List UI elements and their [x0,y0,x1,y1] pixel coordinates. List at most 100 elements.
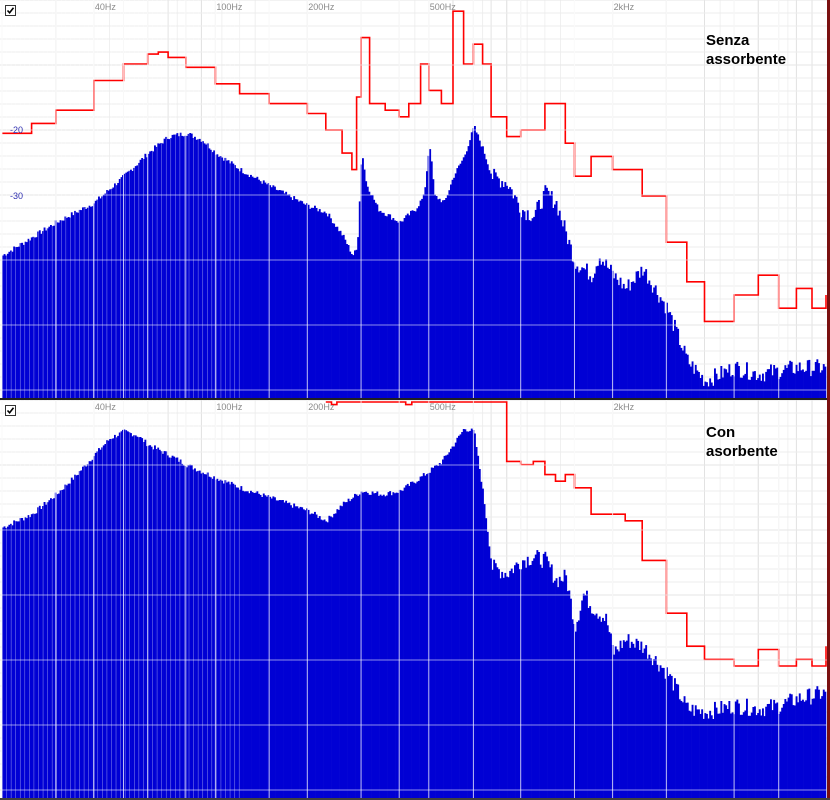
spectrum-bin [693,373,696,398]
spectrum-bin [413,211,416,398]
spectrum-bin [570,598,572,800]
spectrum-bin [238,171,241,398]
spectrum-bin [602,261,604,398]
series-spectrum [2,428,827,800]
spectrum-bin [710,715,713,800]
spectrum-bin [477,455,480,800]
spectrum-bin [442,200,444,398]
spectrum-bin [589,606,592,800]
spectrum-bin [597,265,600,398]
spectrum-bin [381,495,384,800]
spectrum-bin [269,496,272,800]
spectrum-bin [514,195,516,398]
spectrum-bin [491,179,494,398]
spectrum-bin [315,208,318,398]
annotation-line: asorbente [706,443,778,460]
spectrum-bin [707,386,710,398]
spectrum-bin [91,459,94,800]
spectrum-bin [450,184,452,398]
spectrum-bin [517,563,520,800]
spectrum-bin [341,506,344,800]
spectrum-bin [22,244,25,398]
series-spectrum [2,126,827,398]
spectrum-bin [3,254,6,398]
spectrum-bin [34,513,36,800]
spectrum-bin [114,434,116,800]
spectrum-bin [264,182,267,398]
spectrum-bin [622,640,625,800]
spectrum-bin [429,149,432,398]
spectrum-bin [789,693,792,800]
spectrum-bin [576,621,579,800]
spectrum-bin [746,698,748,800]
spectrum-bin [493,559,496,800]
spectrum-bin [19,518,22,800]
spectrum-bin [614,273,617,398]
spectrum-bin [128,170,131,398]
spectrum-bin [622,283,625,398]
spectrum-bin [674,678,676,800]
spectrum-bin [211,478,214,800]
spectrum-bin [88,205,91,398]
spectrum-bin [434,465,436,800]
spectrum-bin [267,183,270,398]
spectrum-bin [627,279,630,398]
spectrum-bin [720,366,723,398]
spectrum-bin [227,481,230,800]
panel-checkbox-top[interactable] [5,5,16,16]
spectrum-bin [198,138,201,398]
spectrum-bin [610,264,612,398]
spectrum-bin [400,221,403,398]
spectrum-bin [522,210,524,398]
spectrum-bin [174,134,177,398]
spectrum-bin [621,288,624,398]
spectrum-bin [98,196,100,398]
spectrum-bin [582,268,585,398]
spectrum-bin [706,713,708,800]
spectrum-bin [114,183,116,398]
panel-checkbox-bottom[interactable] [5,405,16,416]
spectrum-bin [454,173,457,398]
spectrum-bin [298,508,300,800]
spectrum-bin [731,712,734,800]
spectrum-bin [413,482,416,800]
spectrum-bin [187,133,190,398]
spectrum-bin [118,432,121,800]
spectrum-bin [469,430,472,800]
spectrum-bin [334,226,337,398]
spectrum-bin [747,715,750,800]
spectrum-bin [202,141,204,398]
spectrum-bin [354,250,356,398]
spectrum-bin [282,190,284,398]
spectrum-bin [203,474,206,800]
spectrum-bin [688,364,691,398]
spectrum-bin [805,370,808,398]
annotation-senza-assorbente: Senza assorbente [706,31,786,69]
spectrum-bin [24,241,27,398]
spectrum-bin [742,375,745,398]
spectrum-bin [768,369,771,398]
spectrum-bin [808,359,811,398]
spectrum-bin [411,210,414,398]
spectrum-bin [776,367,779,398]
spectrum-bin [814,362,817,398]
spectrum-bin [613,278,616,398]
spectrum-bin [157,143,160,398]
spectrum-bin [608,269,611,398]
spectrum-bin [254,177,257,398]
spectrum-bin [406,483,409,800]
spectrum-bin [392,218,395,398]
spectrum-bin [109,189,112,398]
spectrum-bin [498,569,500,800]
spectrum-bin [155,449,158,800]
spectrum-bin [603,621,606,800]
spectrum-bin [789,360,792,398]
spectrum-bin [131,171,134,398]
spectrum-bin [368,191,371,398]
spectrum-bin [750,376,753,398]
spectrum-bin [173,456,176,800]
spectrum-bin [542,191,545,398]
spectrum-bin [256,176,259,398]
x-tick-label: 40Hz [94,402,116,412]
spectrum-bin [667,676,670,800]
